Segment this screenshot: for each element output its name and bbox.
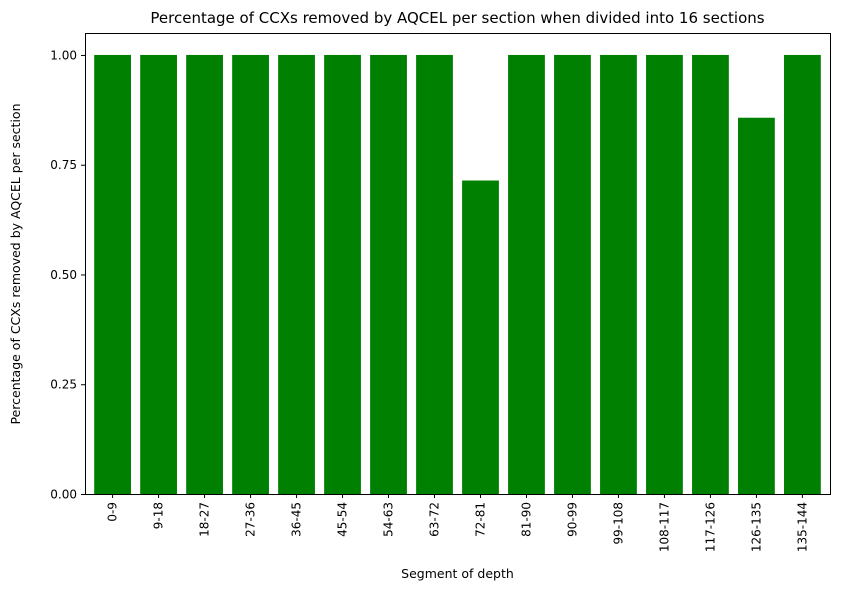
y-axis-label: Percentage of CCXs removed by AQCEL per … [8, 104, 23, 425]
bar-63-72 [416, 54, 453, 494]
bar-54-63 [370, 54, 407, 494]
bar-0-9 [94, 54, 131, 494]
bar-81-90 [508, 54, 545, 494]
x-tick-label: 72-81 [473, 502, 487, 537]
x-tick-label: 18-27 [198, 502, 212, 537]
bar-135-144 [784, 54, 821, 494]
x-axis: 0-9 9-18 18-27 27-36 36-45 45-54 54-63 63-72 72-… [106, 494, 809, 552]
x-tick-label: 54-63 [382, 502, 396, 537]
x-tick-label: 126-135 [749, 502, 763, 552]
y-tick-label: 0.75 [50, 158, 77, 172]
y-axis: 0.00 0.25 0.50 0.75 1.00 [50, 48, 85, 502]
y-tick-label: 0.50 [50, 268, 77, 282]
y-tick-label: 0.25 [50, 378, 77, 392]
bars-group [94, 54, 821, 494]
x-tick-label: 108-117 [657, 502, 671, 552]
x-tick-label: 117-126 [703, 502, 717, 552]
bar-126-135 [738, 117, 775, 494]
plot-frame [85, 33, 831, 495]
bar-18-27 [186, 54, 223, 494]
chart-title: Percentage of CCXs removed by AQCEL per … [150, 9, 764, 27]
bar-9-18 [140, 54, 177, 494]
x-tick-label: 45-54 [336, 502, 350, 537]
x-tick-label: 99-108 [611, 502, 625, 545]
bar-108-117 [646, 54, 683, 494]
x-tick-label: 81-90 [519, 502, 533, 537]
y-tick-label: 1.00 [50, 48, 77, 62]
bar-117-126 [692, 54, 729, 494]
x-tick-label: 9-18 [152, 502, 166, 529]
x-tick-label: 63-72 [428, 502, 442, 537]
bar-27-36 [232, 54, 269, 494]
x-axis-label: Segment of depth [401, 566, 514, 581]
x-tick-label: 36-45 [290, 502, 304, 537]
x-tick-label: 27-36 [244, 502, 258, 537]
bar-36-45 [278, 54, 315, 494]
y-tick-label: 0.00 [50, 488, 77, 502]
bar-90-99 [554, 54, 591, 494]
x-tick-label: 0-9 [106, 502, 120, 522]
bar-99-108 [600, 54, 637, 494]
bar-72-81 [462, 180, 499, 494]
x-tick-label: 90-99 [565, 502, 579, 537]
x-tick-label: 135-144 [795, 502, 809, 552]
bar-45-54 [324, 54, 361, 494]
